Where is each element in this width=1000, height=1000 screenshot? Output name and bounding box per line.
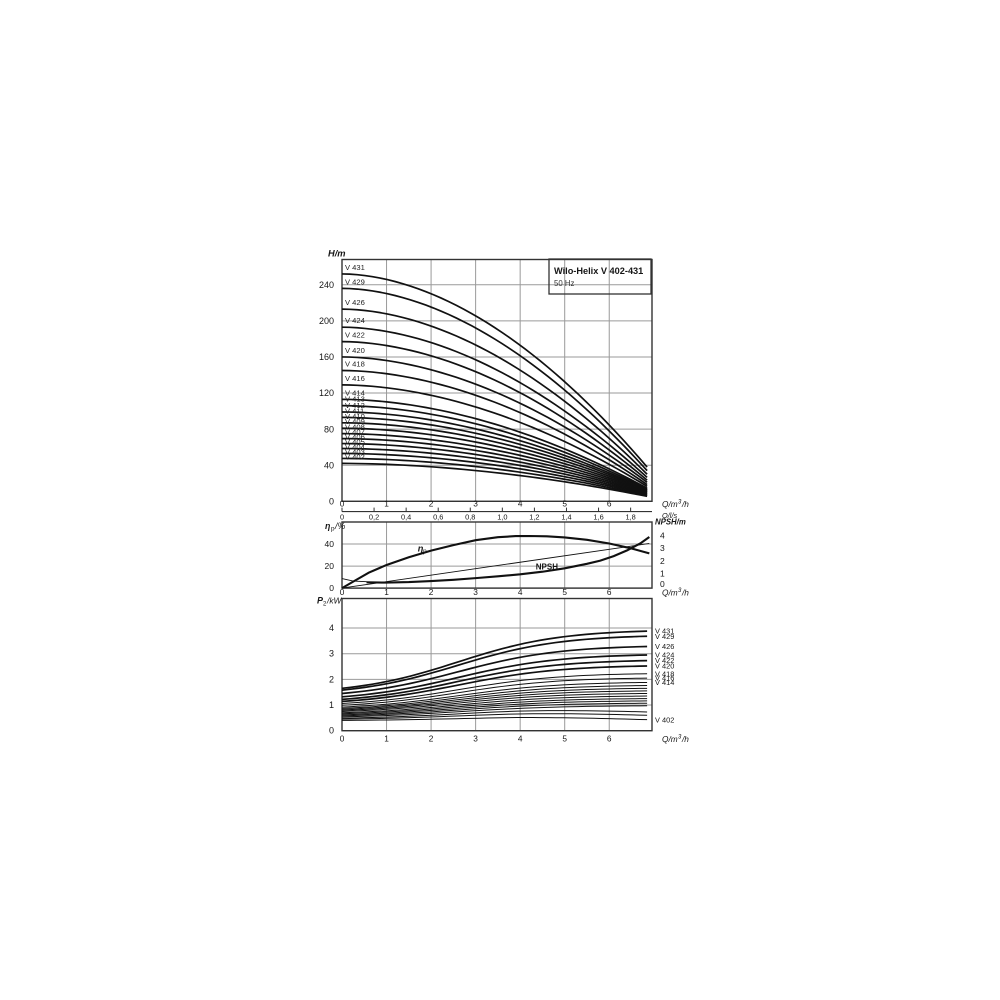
svg-text:/%: /% — [334, 521, 345, 531]
svg-text:2: 2 — [329, 674, 334, 684]
svg-text:1: 1 — [384, 587, 389, 597]
svg-text:/h: /h — [681, 734, 689, 744]
svg-text:4: 4 — [518, 499, 523, 509]
svg-text:4: 4 — [518, 734, 523, 744]
svg-text:V 424: V 424 — [345, 316, 365, 325]
svg-text:p: p — [423, 548, 427, 555]
svg-text:/kW: /kW — [326, 596, 343, 606]
svg-text:0,2: 0,2 — [369, 513, 379, 522]
svg-text:4: 4 — [518, 587, 523, 597]
svg-text:V 402: V 402 — [655, 715, 674, 724]
svg-text:240: 240 — [319, 280, 334, 290]
svg-text:0: 0 — [329, 726, 334, 736]
svg-text:40: 40 — [325, 539, 335, 549]
svg-text:V 420: V 420 — [345, 346, 365, 355]
svg-text:/h: /h — [681, 499, 689, 509]
svg-text:80: 80 — [324, 424, 334, 434]
svg-text:V 431: V 431 — [345, 263, 365, 272]
svg-text:6: 6 — [607, 587, 612, 597]
svg-text:2: 2 — [429, 587, 434, 597]
svg-text:5: 5 — [562, 734, 567, 744]
svg-text:1,0: 1,0 — [497, 513, 507, 522]
svg-text:Q/m: Q/m — [662, 587, 678, 597]
svg-text:120: 120 — [319, 388, 334, 398]
svg-text:NPSH/m: NPSH/m — [655, 518, 686, 527]
svg-text:V 402: V 402 — [345, 452, 365, 461]
svg-text:0,8: 0,8 — [465, 513, 475, 522]
svg-text:Wilo-Helix V 402-431: Wilo-Helix V 402-431 — [554, 266, 643, 276]
svg-text:1: 1 — [329, 700, 334, 710]
svg-text:6: 6 — [607, 499, 612, 509]
svg-text:5: 5 — [562, 587, 567, 597]
svg-text:1: 1 — [384, 734, 389, 744]
svg-text:4: 4 — [329, 623, 334, 633]
svg-text:1,4: 1,4 — [561, 513, 571, 522]
svg-text:Q/m: Q/m — [662, 499, 678, 509]
svg-text:2: 2 — [429, 499, 434, 509]
svg-text:3: 3 — [473, 734, 478, 744]
svg-text:V 418: V 418 — [345, 359, 365, 368]
svg-text:20: 20 — [325, 561, 335, 571]
svg-text:4: 4 — [660, 530, 665, 540]
svg-text:η: η — [325, 521, 330, 531]
svg-text:0: 0 — [329, 497, 334, 507]
svg-text:V 416: V 416 — [345, 374, 365, 383]
svg-text:0: 0 — [340, 734, 345, 744]
svg-text:0: 0 — [329, 583, 334, 593]
svg-text:1,8: 1,8 — [625, 513, 635, 522]
svg-text:0,6: 0,6 — [433, 513, 443, 522]
svg-text:1: 1 — [660, 569, 665, 579]
svg-text:/h: /h — [681, 587, 689, 597]
svg-text:1: 1 — [384, 499, 389, 509]
svg-text:V 422: V 422 — [345, 331, 365, 340]
svg-text:6: 6 — [607, 734, 612, 744]
svg-text:2: 2 — [660, 556, 665, 566]
svg-text:0: 0 — [340, 499, 345, 509]
svg-text:Q/m: Q/m — [662, 734, 678, 744]
svg-text:200: 200 — [319, 316, 334, 326]
svg-text:V 429: V 429 — [345, 277, 365, 286]
svg-text:V 429: V 429 — [655, 632, 674, 641]
svg-text:V 414: V 414 — [655, 678, 674, 687]
svg-text:160: 160 — [319, 352, 334, 362]
svg-text:1,2: 1,2 — [529, 513, 539, 522]
svg-text:3: 3 — [329, 649, 334, 659]
svg-text:3: 3 — [660, 543, 665, 553]
svg-text:1,6: 1,6 — [593, 513, 603, 522]
svg-text:40: 40 — [324, 460, 334, 470]
svg-text:0,4: 0,4 — [401, 513, 411, 522]
svg-text:3: 3 — [473, 499, 478, 509]
svg-text:5: 5 — [562, 499, 567, 509]
svg-text:V 426: V 426 — [345, 298, 365, 307]
svg-text:H/m: H/m — [328, 249, 346, 259]
svg-text:NPSH: NPSH — [536, 562, 558, 571]
svg-text:3: 3 — [473, 587, 478, 597]
svg-text:50 Hz: 50 Hz — [554, 279, 574, 288]
svg-text:2: 2 — [429, 734, 434, 744]
